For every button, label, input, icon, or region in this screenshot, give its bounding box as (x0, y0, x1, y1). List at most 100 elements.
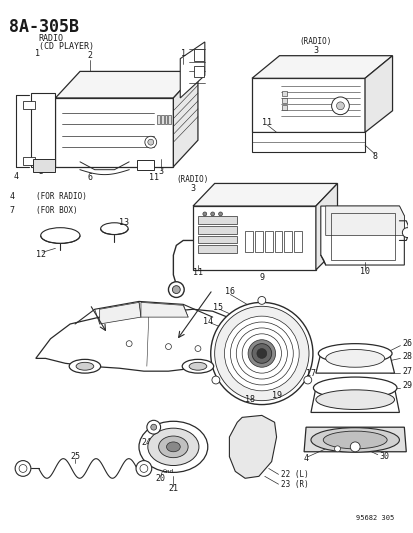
Bar (197, 245, 237, 253)
Bar (156, 115, 159, 125)
Circle shape (168, 282, 184, 297)
Text: (FOR RADIO): (FOR RADIO) (36, 192, 86, 201)
Text: 11: 11 (148, 173, 158, 182)
Bar (197, 225, 237, 233)
Text: 10: 10 (359, 268, 369, 277)
Polygon shape (315, 183, 337, 270)
Circle shape (334, 446, 339, 452)
Text: 23 (R): 23 (R) (281, 480, 309, 489)
Text: 30: 30 (379, 452, 389, 461)
Polygon shape (55, 98, 173, 167)
Circle shape (210, 302, 312, 405)
Bar (294, 231, 301, 252)
Polygon shape (364, 55, 392, 132)
Ellipse shape (315, 390, 394, 409)
Circle shape (147, 421, 160, 434)
Polygon shape (310, 388, 399, 413)
Text: 5: 5 (38, 167, 43, 176)
Circle shape (252, 344, 271, 364)
Circle shape (211, 376, 219, 384)
Text: 27: 27 (401, 367, 411, 376)
Text: 95682 305: 95682 305 (356, 514, 394, 521)
Polygon shape (55, 71, 197, 98)
Circle shape (257, 296, 265, 304)
Polygon shape (320, 206, 404, 265)
Bar (244, 231, 252, 252)
Text: 14: 14 (202, 317, 212, 326)
Ellipse shape (323, 431, 386, 449)
Text: 4: 4 (14, 172, 19, 181)
Text: 11: 11 (192, 269, 202, 277)
Polygon shape (192, 183, 337, 206)
Circle shape (19, 465, 27, 472)
Circle shape (336, 102, 344, 110)
Circle shape (256, 349, 266, 358)
Bar (164, 115, 167, 125)
Circle shape (195, 345, 200, 351)
Ellipse shape (189, 362, 206, 370)
Circle shape (126, 341, 132, 346)
Text: 29: 29 (401, 382, 411, 390)
Bar (168, 115, 171, 125)
Circle shape (303, 376, 311, 384)
Circle shape (165, 344, 171, 350)
Ellipse shape (76, 362, 94, 370)
Text: 16: 16 (225, 287, 235, 296)
Text: (FOR BOX): (FOR BOX) (36, 206, 77, 215)
Bar (160, 115, 163, 125)
Circle shape (236, 328, 287, 379)
Circle shape (172, 286, 180, 294)
Circle shape (349, 442, 359, 452)
Bar (254, 231, 262, 252)
Text: 7: 7 (9, 206, 14, 215)
Ellipse shape (100, 223, 128, 235)
Polygon shape (31, 93, 55, 167)
Bar (264, 231, 272, 252)
Text: 22 (L): 22 (L) (281, 470, 309, 479)
Bar (282, 98, 287, 103)
Circle shape (224, 316, 299, 391)
Text: 11: 11 (261, 118, 271, 127)
Text: 12: 12 (36, 250, 45, 259)
Polygon shape (325, 206, 404, 236)
Text: 9: 9 (259, 273, 263, 282)
Polygon shape (192, 206, 315, 270)
Circle shape (247, 340, 275, 367)
Polygon shape (229, 415, 276, 478)
Text: 2: 2 (87, 51, 92, 60)
Text: (RADIO): (RADIO) (176, 175, 209, 184)
Text: 18: 18 (244, 395, 254, 404)
Circle shape (145, 136, 156, 148)
Bar (194, 66, 203, 77)
Text: 4: 4 (303, 454, 308, 463)
Text: (CD PLAYER): (CD PLAYER) (39, 42, 93, 51)
Polygon shape (100, 302, 140, 324)
Text: 26: 26 (401, 339, 411, 348)
Circle shape (230, 322, 292, 385)
Ellipse shape (158, 436, 188, 458)
Ellipse shape (325, 350, 384, 367)
Bar (23, 157, 35, 165)
Text: 6: 6 (87, 173, 92, 182)
Text: 1: 1 (180, 49, 185, 58)
Text: 8: 8 (371, 152, 376, 161)
Circle shape (140, 465, 147, 472)
Circle shape (136, 461, 152, 477)
Polygon shape (137, 160, 153, 169)
Ellipse shape (40, 228, 80, 244)
Polygon shape (180, 42, 204, 98)
Text: 3: 3 (158, 167, 163, 176)
Ellipse shape (139, 421, 207, 472)
Text: 3: 3 (313, 46, 318, 55)
Polygon shape (173, 71, 197, 167)
Polygon shape (315, 353, 394, 373)
Circle shape (218, 212, 222, 216)
Circle shape (15, 461, 31, 477)
Circle shape (401, 228, 411, 238)
Text: 13: 13 (119, 219, 129, 227)
Text: 20: 20 (155, 474, 165, 483)
Ellipse shape (310, 427, 399, 452)
Ellipse shape (182, 359, 213, 373)
Text: 1: 1 (35, 49, 40, 58)
Circle shape (202, 212, 206, 216)
